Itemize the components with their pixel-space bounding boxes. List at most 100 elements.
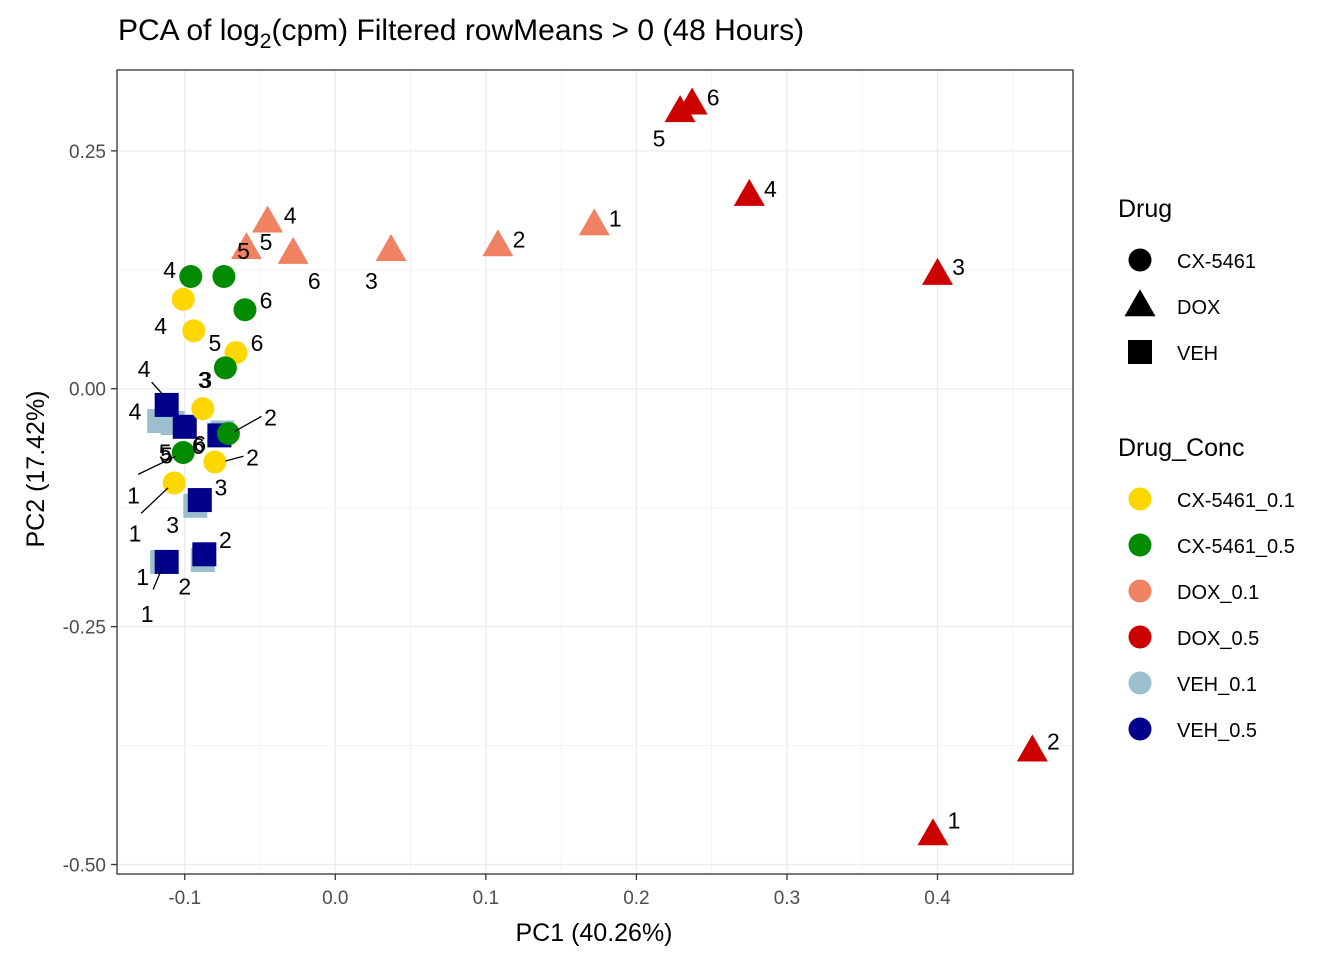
data-point — [212, 264, 236, 288]
point-label: 5 — [159, 439, 172, 465]
point-label: 6 — [251, 330, 264, 356]
data-point — [733, 178, 765, 206]
point-label: 6 — [308, 268, 321, 294]
point-label: 4 — [163, 257, 176, 283]
point-label: 3 — [198, 367, 211, 393]
point-label: 2 — [219, 527, 232, 553]
chart-title: PCA of log2(cpm) Filtered rowMeans > 0 (… — [118, 14, 804, 53]
point-label: 4 — [138, 356, 151, 382]
legend-key-color — [1128, 533, 1152, 557]
point-label: 1 — [609, 205, 622, 231]
point-label: 2 — [178, 574, 191, 600]
grid — [117, 70, 1073, 874]
point-label: 4 — [764, 176, 777, 202]
legend-shape-label: CX-5461 — [1177, 251, 1256, 273]
data-points — [147, 87, 1048, 846]
point-label: 1 — [948, 808, 961, 834]
point-label: 4 — [154, 313, 167, 339]
data-point — [213, 356, 237, 380]
x-tick-label: -0.1 — [168, 888, 201, 909]
plot-panel-border — [116, 69, 1074, 875]
data-point — [1016, 734, 1048, 762]
point-label: 3 — [365, 268, 378, 294]
legend-color-label: VEH_0.5 — [1177, 720, 1257, 742]
x-tick-label: 0.0 — [322, 888, 348, 909]
data-point — [578, 208, 610, 236]
data-point — [187, 488, 212, 513]
data-point — [172, 414, 197, 439]
x-tick-label: 0.1 — [473, 888, 499, 909]
point-label: 1 — [127, 482, 140, 508]
legend-color-label: DOX_0.1 — [1177, 582, 1259, 604]
data-point — [482, 229, 514, 257]
legend-color-title: Drug_Conc — [1118, 434, 1244, 462]
legend-color-label: CX-5461_0.5 — [1177, 536, 1295, 558]
legend-key-square — [1128, 340, 1152, 364]
point-label: 6 — [707, 85, 720, 111]
point-label: 3 — [952, 254, 965, 280]
point-label: 2 — [246, 444, 259, 470]
x-tick-label: 0.3 — [774, 888, 800, 909]
legend-shape-label: DOX — [1177, 297, 1220, 319]
point-label: 2 — [1047, 729, 1060, 755]
data-point — [171, 287, 195, 311]
data-point — [179, 264, 203, 288]
data-point — [676, 87, 708, 115]
legend-key-color — [1128, 487, 1152, 511]
legend-key-color — [1128, 671, 1152, 695]
legend-key-color — [1128, 625, 1152, 649]
point-label: 1 — [141, 601, 154, 627]
data-point — [922, 257, 954, 285]
data-point — [230, 232, 262, 260]
label-leader-line — [151, 381, 165, 396]
data-point — [917, 818, 949, 846]
point-label: 4 — [129, 399, 142, 425]
point-label: 5 — [260, 229, 273, 255]
data-point — [233, 298, 257, 322]
point-label: 5 — [160, 442, 173, 468]
legend-color-label: DOX_0.5 — [1177, 628, 1259, 650]
x-axis-title: PC1 (40.26%) — [515, 919, 672, 947]
label-leader-line — [140, 487, 169, 514]
point-label: 4 — [284, 203, 297, 229]
x-tick-label: 0.4 — [924, 888, 951, 909]
label-leader-line — [152, 571, 162, 590]
legend-color-label: VEH_0.1 — [1177, 674, 1257, 696]
point-label: 2 — [264, 404, 277, 430]
point-label: 5 — [237, 238, 250, 264]
legend: Drug CX-5461 DOX VEH Drug_Conc CX-5461_0.1 CX-… — [1118, 195, 1295, 742]
data-point — [192, 542, 217, 567]
data-point — [252, 205, 284, 233]
label-leader-line — [137, 455, 176, 475]
point-label: 3 — [214, 475, 227, 501]
legend-key-color — [1128, 717, 1152, 741]
legend-color-label: CX-5461_0.1 — [1177, 490, 1295, 512]
legend-key-color — [1128, 579, 1152, 603]
legend-shape-title: Drug — [1118, 195, 1172, 223]
data-point — [277, 236, 309, 264]
label-leader-line — [225, 455, 244, 462]
x-tick-label: 0.2 — [623, 888, 649, 909]
y-tick-label: -0.25 — [63, 618, 106, 639]
data-point — [171, 440, 195, 464]
data-point — [162, 471, 186, 495]
point-label: 1 — [136, 564, 149, 590]
label-leader-line — [234, 415, 262, 433]
data-point — [154, 549, 179, 574]
data-point — [154, 392, 179, 417]
data-point — [375, 234, 407, 262]
point-label: 6 — [193, 431, 206, 457]
legend-key-triangle — [1124, 289, 1156, 317]
y-tick-label: 0.00 — [69, 380, 106, 401]
axes: -0.1 0.0 0.1 0.2 0.3 0.4 -0.50 -0.25 0.00 0.25 — [63, 142, 951, 909]
legend-shape-label: VEH — [1177, 343, 1218, 365]
point-label: 3 — [199, 367, 212, 393]
point-label: 6 — [192, 433, 205, 459]
y-tick-label: 0.25 — [69, 142, 106, 163]
point-label: 3 — [166, 512, 179, 538]
data-point — [182, 319, 206, 343]
point-label: 5 — [208, 330, 221, 356]
point-label: 2 — [513, 226, 526, 252]
legend-key-circle — [1128, 248, 1152, 272]
